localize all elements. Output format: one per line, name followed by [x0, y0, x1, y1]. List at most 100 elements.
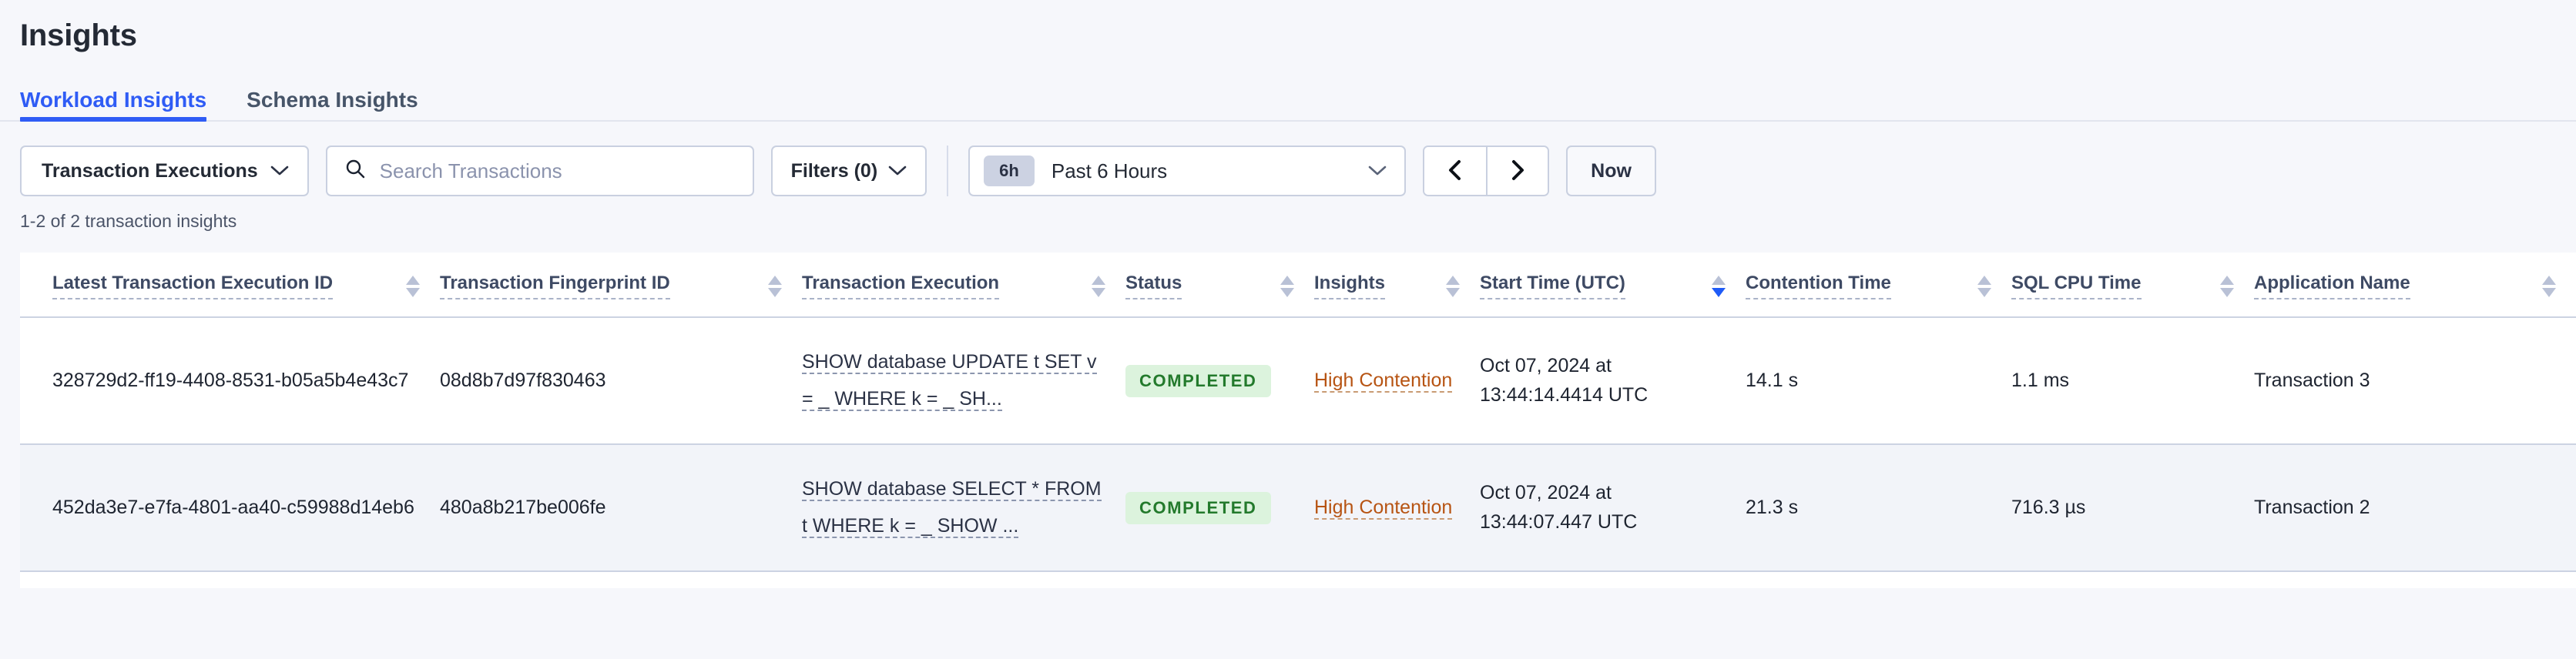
column-header-label: Application Name — [2254, 273, 2410, 299]
cell-application-name: Transaction 3 — [2254, 317, 2576, 445]
cell-execution-id: 452da3e7-e7fa-4801-aa40-c59988d14eb6 — [20, 444, 440, 572]
search-icon — [344, 158, 366, 185]
time-range-picker[interactable]: 6h Past 6 Hours — [968, 146, 1407, 196]
column-header-transaction-fingerprint-id[interactable]: Transaction Fingerprint ID — [440, 253, 802, 318]
column-header-status[interactable]: Status — [1125, 253, 1314, 318]
sort-asc-icon — [406, 275, 420, 285]
sort-toggle[interactable] — [1432, 275, 1460, 297]
sort-desc-icon — [2542, 287, 2556, 297]
cell-sql-cpu-time: 1.1 ms — [2011, 317, 2254, 445]
sort-desc-icon — [406, 287, 420, 297]
chevron-down-icon — [270, 160, 289, 182]
column-header-label: SQL CPU Time — [2011, 273, 2142, 299]
table-header-row: Latest Transaction Execution ID Transact… — [20, 253, 2576, 318]
status-badge: COMPLETED — [1125, 364, 1271, 397]
sort-desc-icon — [1712, 287, 1726, 297]
sort-toggle[interactable] — [1698, 275, 1726, 297]
transaction-execution-link[interactable]: SHOW database UPDATE t SET v = _ WHERE k… — [802, 351, 1097, 411]
column-header-label: Transaction Execution — [802, 273, 1000, 299]
insight-link[interactable]: High Contention — [1314, 496, 1453, 520]
tab-workload-insights[interactable]: Workload Insights — [20, 89, 226, 122]
column-header-start-time[interactable]: Start Time (UTC) — [1480, 253, 1746, 318]
sort-toggle[interactable] — [392, 275, 420, 297]
status-badge: COMPLETED — [1125, 491, 1271, 524]
column-header-latest-transaction-execution-id[interactable]: Latest Transaction Execution ID — [20, 253, 440, 318]
cell-start-time: Oct 07, 2024 at 13:44:14.4414 UTC — [1480, 317, 1746, 445]
sort-toggle[interactable] — [1964, 275, 1991, 297]
view-type-dropdown-label: Transaction Executions — [42, 159, 258, 182]
cell-sql-cpu-time: 716.3 µs — [2011, 444, 2254, 572]
sort-desc-icon — [2220, 287, 2234, 297]
view-type-dropdown[interactable]: Transaction Executions — [20, 146, 309, 196]
cell-application-name: Transaction 2 — [2254, 444, 2576, 572]
transaction-execution-link[interactable]: SHOW database SELECT * FROM t WHERE k = … — [802, 478, 1102, 538]
time-nav-group — [1423, 146, 1550, 196]
time-next-button[interactable] — [1486, 147, 1548, 195]
sort-asc-icon — [2542, 275, 2556, 285]
sort-desc-icon — [768, 287, 782, 297]
column-header-label: Contention Time — [1746, 273, 1891, 299]
column-header-application-name[interactable]: Application Name — [2254, 253, 2576, 318]
time-range-label: Past 6 Hours — [1051, 159, 1168, 182]
result-count: 1-2 of 2 transaction insights — [20, 211, 237, 231]
sort-toggle[interactable] — [754, 275, 782, 297]
chevron-down-icon — [1367, 160, 1387, 182]
sort-asc-icon — [1977, 275, 1991, 285]
toolbar: Transaction Executions Search Transactio… — [0, 122, 2576, 197]
tab-bar: Workload Insights Schema Insights — [0, 74, 2576, 122]
column-header-label: Transaction Fingerprint ID — [440, 273, 670, 299]
sort-asc-icon — [2220, 275, 2234, 285]
chevron-left-icon — [1445, 159, 1465, 184]
sort-desc-icon — [1977, 287, 1991, 297]
search-input[interactable]: Search Transactions — [325, 146, 754, 196]
cell-transaction-execution: SHOW database SELECT * FROM t WHERE k = … — [802, 444, 1125, 572]
sort-toggle[interactable] — [1078, 275, 1105, 297]
column-header-contention-time[interactable]: Contention Time — [1746, 253, 2011, 318]
sort-asc-icon — [1446, 275, 1460, 285]
column-header-sql-cpu-time[interactable]: SQL CPU Time — [2011, 253, 2254, 318]
cell-start-time: Oct 07, 2024 at 13:44:07.447 UTC — [1480, 444, 1746, 572]
cell-status: COMPLETED — [1125, 444, 1314, 572]
insights-table: Latest Transaction Execution ID Transact… — [20, 253, 2576, 572]
table-header: Latest Transaction Execution ID Transact… — [20, 253, 2576, 318]
insight-link[interactable]: High Contention — [1314, 369, 1453, 393]
column-header-label: Insights — [1314, 273, 1386, 299]
insights-table-card: Latest Transaction Execution ID Transact… — [20, 253, 2576, 588]
search-input-placeholder: Search Transactions — [379, 159, 562, 182]
tab-schema-insights-label: Schema Insights — [247, 88, 418, 112]
cell-transaction-execution: SHOW database UPDATE t SET v = _ WHERE k… — [802, 317, 1125, 445]
table-body: 328729d2-ff19-4408-8531-b05a5b4e43c7 08d… — [20, 317, 2576, 572]
table-row[interactable]: 328729d2-ff19-4408-8531-b05a5b4e43c7 08d… — [20, 317, 2576, 445]
tab-workload-insights-label: Workload Insights — [20, 88, 207, 112]
sort-desc-icon — [1446, 287, 1460, 297]
cell-insights: High Contention — [1314, 317, 1480, 445]
cell-insights: High Contention — [1314, 444, 1480, 572]
sort-asc-icon — [768, 275, 782, 285]
sort-toggle[interactable] — [1266, 275, 1294, 297]
column-header-label: Status — [1125, 273, 1182, 299]
chevron-right-icon — [1508, 159, 1528, 184]
column-header-insights[interactable]: Insights — [1314, 253, 1480, 318]
now-button[interactable]: Now — [1566, 146, 1656, 196]
sort-asc-icon — [1712, 275, 1726, 285]
filters-button-label: Filters (0) — [790, 159, 878, 182]
cell-fingerprint-id: 480a8b217be006fe — [440, 444, 802, 572]
cell-fingerprint-id: 08d8b7d97f830463 — [440, 317, 802, 445]
sort-asc-icon — [1092, 275, 1105, 285]
sort-asc-icon — [1280, 275, 1294, 285]
filters-button[interactable]: Filters (0) — [770, 146, 927, 196]
page-title: Insights — [20, 18, 137, 52]
sort-toggle[interactable] — [2206, 275, 2234, 297]
sort-toggle[interactable] — [2528, 275, 2556, 297]
sort-desc-icon — [1092, 287, 1105, 297]
column-header-transaction-execution[interactable]: Transaction Execution — [802, 253, 1125, 318]
cell-contention-time: 21.3 s — [1746, 444, 2011, 572]
column-header-label: Start Time (UTC) — [1480, 273, 1625, 299]
time-prev-button[interactable] — [1424, 147, 1487, 195]
sort-desc-icon — [1280, 287, 1294, 297]
cell-execution-id: 328729d2-ff19-4408-8531-b05a5b4e43c7 — [20, 317, 440, 445]
table-row[interactable]: 452da3e7-e7fa-4801-aa40-c59988d14eb6 480… — [20, 444, 2576, 572]
cell-contention-time: 14.1 s — [1746, 317, 2011, 445]
toolbar-divider — [947, 146, 949, 196]
tab-schema-insights[interactable]: Schema Insights — [226, 89, 438, 122]
